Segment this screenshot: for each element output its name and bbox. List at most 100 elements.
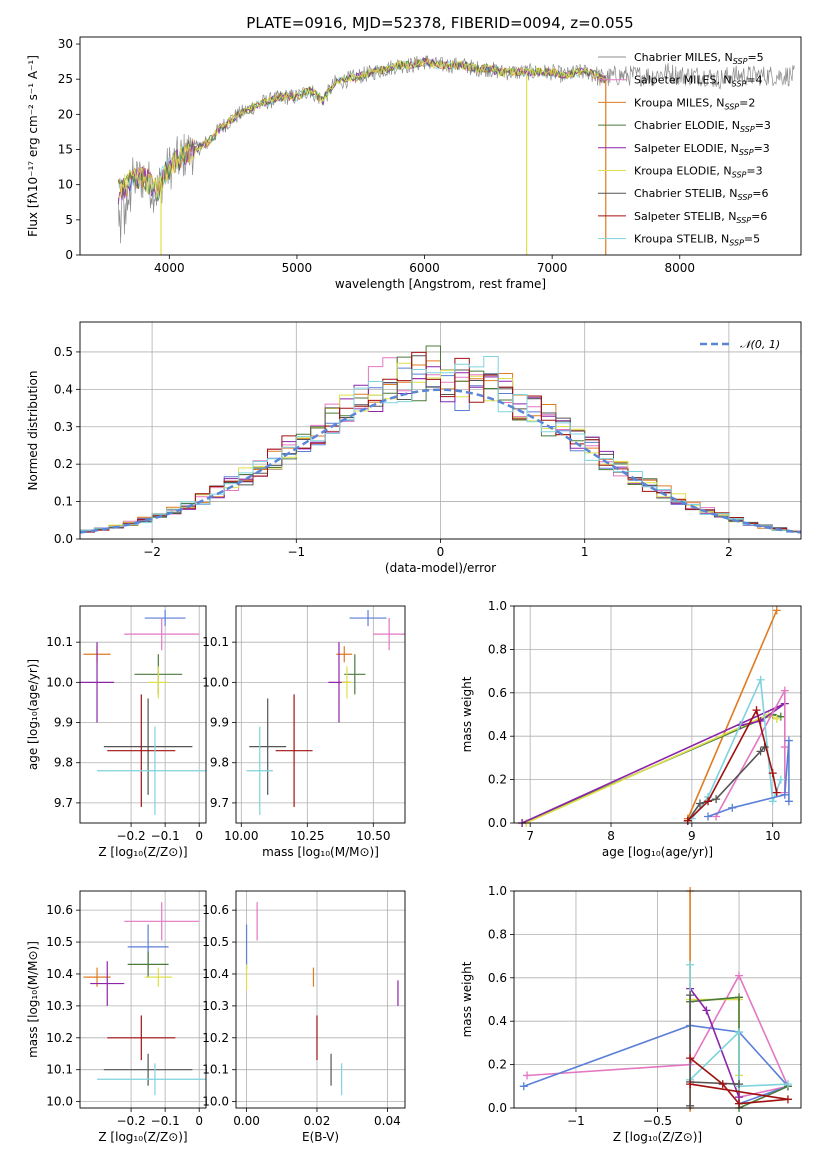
age_vs_mass-xtick-label: 10.50: [356, 829, 390, 843]
age_vs_mass-ytick-label: 9.8: [210, 756, 229, 770]
weight_vs_age-plot-area: [518, 606, 793, 827]
legend-label-normal: 𝒩(0, 1): [740, 338, 780, 351]
age_vs_Z-ytick-label: 9.9: [54, 716, 73, 730]
histogram-ytick-label: 0.0: [54, 532, 73, 546]
legend-label-text: Kroupa STELIB, N: [634, 233, 729, 246]
weight_vs_age-marker: [695, 799, 704, 808]
spectrum-axes-frame: [79, 36, 802, 256]
legend-label-sub: SSP: [739, 148, 754, 157]
age_vs_mass-ytick-label: 9.7: [210, 796, 229, 810]
mass_vs_ebv-axes-frame: [235, 890, 406, 1109]
histogram-ytick-label: 0.4: [54, 382, 73, 396]
weight_vs_Z-series-se: [689, 988, 740, 1098]
weight_vs_age-marker: [756, 747, 765, 756]
weight_vs_Z-ytick-label: 0.8: [488, 927, 507, 941]
age_vs_Z-xlabel: Z [log₁₀(Z/Z⊙)]: [98, 845, 187, 859]
legend-label-sub: SSP: [732, 80, 747, 89]
age_vs_Z-ytick-label: 9.8: [54, 756, 73, 770]
legend-label: Chabrier ELODIE, NSSP=3: [634, 119, 771, 134]
histogram-xtick-label: −2: [143, 545, 161, 559]
histogram-xtick-label: 0: [437, 545, 445, 559]
mass_vs_Z-axes-frame: [79, 890, 207, 1109]
weight_vs_Z-marker: [686, 1054, 695, 1063]
weight_vs_Z-marker: [735, 971, 744, 980]
histogram-series-ke: [80, 362, 801, 533]
histogram-axes-frame: [79, 321, 802, 540]
mass_vs_Z-ytick-label: 10.5: [46, 935, 73, 949]
weight_vs_age-series-km: [687, 609, 778, 820]
legend-label-text: Kroupa MILES, N: [634, 96, 724, 109]
weight_vs_age-ylabel: mass weight: [460, 676, 474, 752]
legend-label-text: Chabrier MILES, N: [634, 51, 733, 64]
age_vs_Z-xtick-label: −0.1: [151, 829, 180, 843]
spectrum-series-ke: [117, 58, 607, 199]
age_vs_mass-ytick-label: 10.0: [202, 675, 229, 689]
weight_vs_age-xtick-label: 8: [607, 829, 615, 843]
mass_vs_ebv-xlabel: E(B-V): [302, 1130, 339, 1144]
weight_vs_age-marker: [712, 795, 721, 804]
weight_vs_age-marker: [772, 606, 781, 615]
histogram-ytick-label: 0.3: [54, 420, 73, 434]
weight_vs_age-marker: [752, 706, 761, 715]
spectrum-ytick-label: 25: [58, 72, 73, 86]
weight_vs_Z-marker: [735, 1028, 744, 1037]
weight_vs_age-marker: [776, 775, 785, 784]
legend-label-text: Kroupa ELODIE, N: [634, 165, 732, 178]
age_vs_Z-ytick-label: 10.0: [46, 675, 73, 689]
legend-label: Salpeter STELIB, NSSP=6: [634, 210, 767, 225]
legend-label-n: =4: [746, 74, 762, 87]
mass_vs_Z-ytick-label: 10.6: [46, 903, 73, 917]
spectrum-xtick-label: 5000: [282, 261, 313, 275]
weight_vs_age-marker: [772, 714, 781, 723]
weight_vs_Z-xtick-label: 0: [735, 1114, 743, 1128]
age_vs_mass-xtick-label: 10.25: [290, 829, 324, 843]
weight_vs_Z-marker: [735, 1080, 744, 1089]
weight_vs_Z-marker: [783, 1095, 792, 1104]
legend-label-text: Salpeter STELIB, N: [634, 210, 736, 223]
legend-label: Kroupa STELIB, NSSP=5: [634, 233, 760, 248]
weight_vs_Z-marker: [735, 1099, 744, 1108]
mass_vs_ebv-ytick-label: 10.0: [202, 1095, 229, 1109]
legend-label-n: =6: [751, 210, 767, 223]
age_vs_Z-xtick-label: 0: [195, 829, 203, 843]
histogram-xtick-label: −1: [287, 545, 305, 559]
mass_vs_ebv-xtick-label: 0.00: [233, 1114, 260, 1128]
spectrum-ytick-label: 20: [58, 107, 73, 121]
age_vs_mass-ytick-label: 9.9: [210, 716, 229, 730]
weight_vs_Z-marker: [718, 1080, 727, 1089]
histogram-ytick-label: 0.1: [54, 495, 73, 509]
mass_vs_ebv-ytick-label: 10.5: [202, 935, 229, 949]
histogram-xlabel: (data-model)/error: [385, 561, 496, 575]
age_vs_mass-plot-area: [246, 610, 405, 815]
legend-label-text: Chabrier STELIB, N: [634, 187, 738, 200]
age_vs_Z-ytick-label: 10.1: [46, 635, 73, 649]
age_vs_Z-axes-frame: [79, 605, 207, 824]
legend-label-n: =2: [739, 96, 755, 109]
age_vs_mass-xlabel: mass [log₁₀(M/M⊙)]: [262, 845, 379, 859]
mass_vs_Z-xtick-label: −0.2: [117, 1114, 146, 1128]
age_vs_mass-ytick-label: 10.1: [202, 635, 229, 649]
legend-label-n: =5: [747, 51, 763, 64]
mass_vs_Z-ytick-label: 10.1: [46, 1063, 73, 1077]
weight_vs_Z-plot-area: [519, 887, 792, 1112]
mass_vs_ebv-ytick-label: 10.2: [202, 1031, 229, 1045]
weight_vs_age-xtick-label: 10: [765, 829, 780, 843]
mass_vs_Z-ytick-label: 10.2: [46, 1031, 73, 1045]
spectrum-xlabel: wavelength [Angstrom, rest frame]: [335, 277, 546, 291]
age_vs_mass-xtick-label: 10.00: [224, 829, 258, 843]
weight_vs_age-marker: [768, 769, 777, 778]
weight_vs_age-marker: [704, 812, 713, 821]
mass_vs_Z-xlabel: Z [log₁₀(Z/Z⊙)]: [98, 1130, 187, 1144]
spectrum-xtick-label: 7000: [537, 261, 568, 275]
weight_vs_Z-marker: [735, 993, 744, 1002]
weight_vs_Z-ytick-label: 0.4: [488, 1014, 507, 1028]
spectrum-ylabel: Flux [fλ10⁻¹⁷ erg cm⁻² s⁻¹ A⁻¹]: [26, 55, 40, 237]
histogram-ylabel: Normed distribution: [26, 371, 40, 491]
mass_vs_Z-ylabel: mass [log₁₀(M/M⊙)]: [26, 941, 40, 1058]
mass_vs_Z-ytick-label: 10.4: [46, 967, 73, 981]
mass_vs_ebv-ytick-label: 10.6: [202, 903, 229, 917]
legend-label: Salpeter MILES, NSSP=4: [634, 74, 763, 89]
age_vs_mass-axes-frame: [235, 605, 406, 824]
legend-label: Salpeter ELODIE, NSSP=3: [634, 142, 770, 157]
legend-label-sub: SSP: [729, 239, 744, 248]
